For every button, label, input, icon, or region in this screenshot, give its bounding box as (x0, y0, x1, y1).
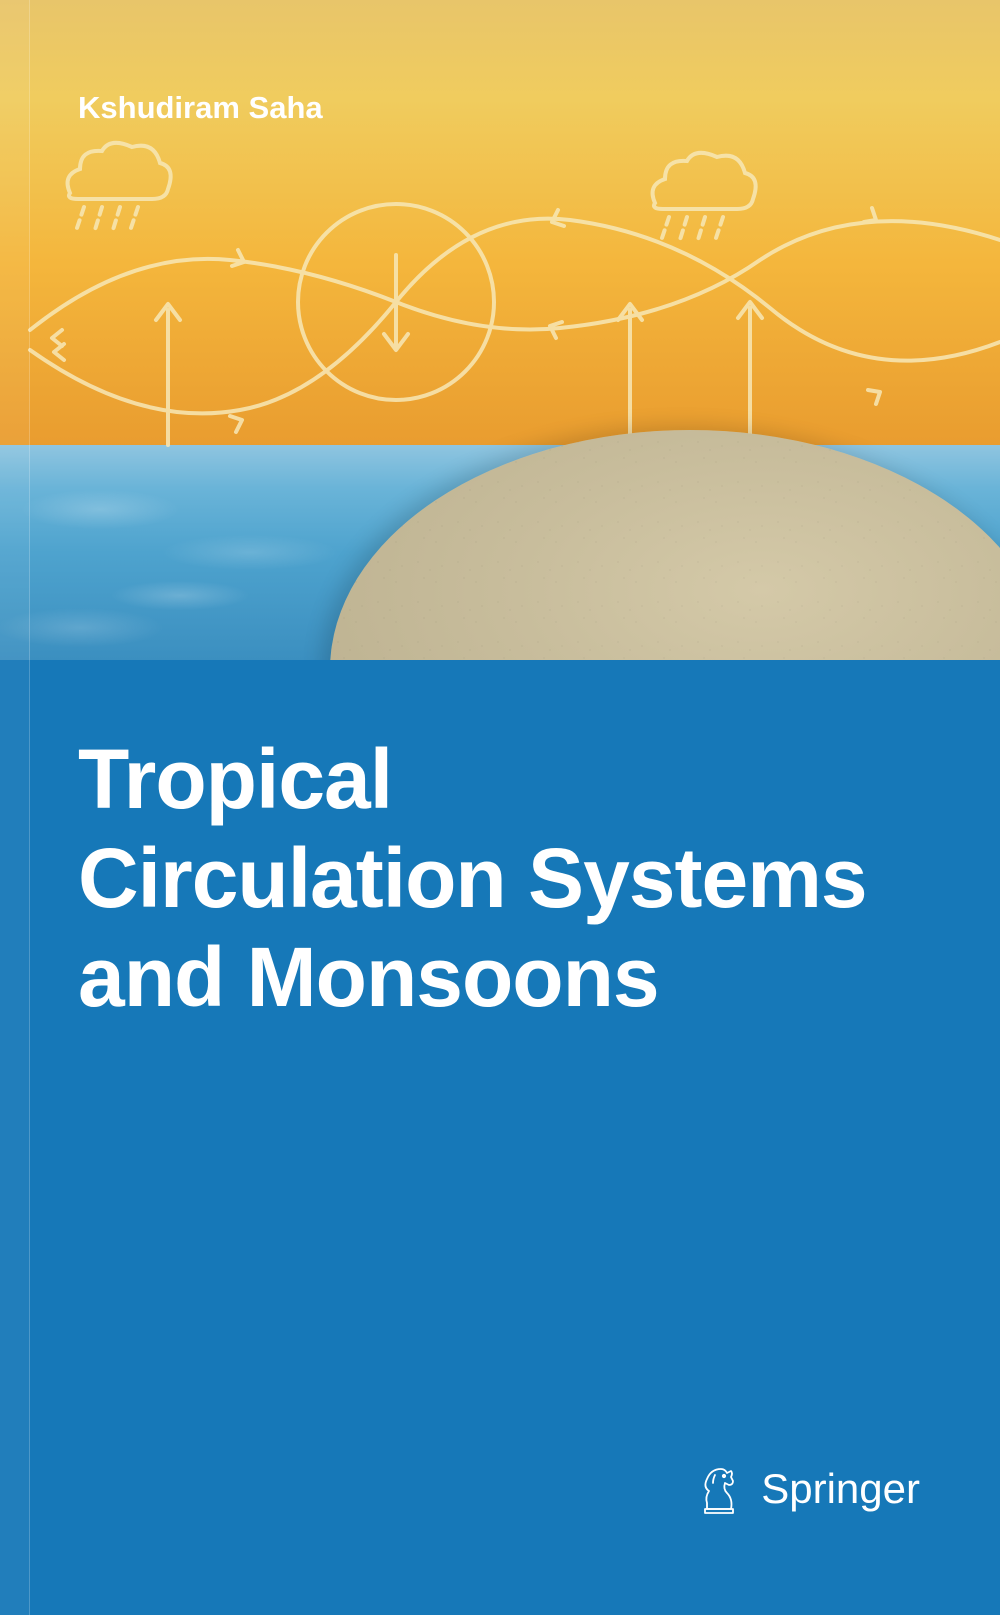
publisher-block: Springer (695, 1463, 920, 1515)
arrow-up-icon (738, 302, 762, 445)
title-line: Tropical (78, 730, 922, 829)
cloud-icon (68, 143, 171, 233)
arrow-down-icon (384, 255, 408, 350)
arrow-up-icon (156, 304, 180, 445)
cover-illustration: Kshudiram Saha (0, 0, 1000, 660)
title-line: Circulation Systems (78, 829, 922, 928)
title-line: and Monsoons (78, 928, 922, 1027)
publisher-name: Springer (761, 1465, 920, 1513)
springer-horse-icon (695, 1463, 743, 1515)
book-title: Tropical Circulation Systems and Monsoon… (78, 730, 922, 1027)
title-panel: Tropical Circulation Systems and Monsoon… (0, 660, 1000, 1615)
author-name: Kshudiram Saha (78, 90, 323, 126)
arrow-up-icon (618, 304, 642, 445)
cloud-icon (653, 153, 756, 243)
book-cover: Kshudiram Saha Tropical Circulation Syst… (0, 0, 1000, 1615)
spine-edge (0, 0, 30, 1615)
